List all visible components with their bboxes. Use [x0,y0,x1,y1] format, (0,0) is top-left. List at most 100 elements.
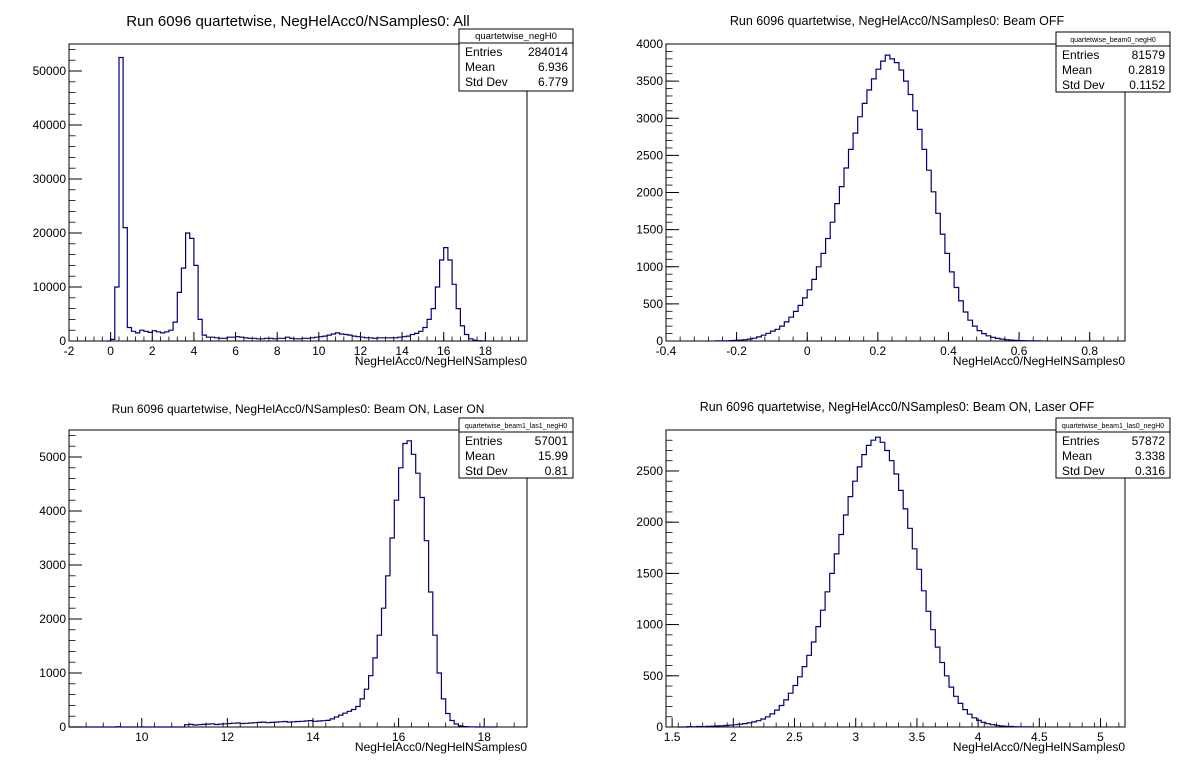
x-tick-label: 2.5 [786,730,803,744]
stats-label: Entries [1062,434,1099,448]
chart-title: Run 6096 quartetwise, NegHelAcc0/NSample… [700,400,1095,414]
y-tick-label: 4000 [636,37,663,51]
x-tick-label: 18 [478,730,492,744]
stats-label: Std Dev [465,464,508,478]
x-tick-label: 6 [232,344,239,358]
x-tick-label: 0.6 [1011,344,1028,358]
y-tick-label: 3500 [636,74,663,88]
y-tick-label: 40000 [33,118,67,132]
stats-label: Entries [465,45,502,59]
x-tick-label: 3 [852,730,859,744]
x-tick-label: 4 [975,730,982,744]
y-tick-label: 3000 [636,111,663,125]
histogram-series [714,54,1042,342]
y-tick-label: 4000 [39,504,66,518]
x-tick-label: 2 [149,344,156,358]
stats-box: quartetwise_beam1_las0_negH0 Entries 57872… [1055,417,1171,479]
y-tick-label: 50000 [33,64,67,78]
stats-value: 6.936 [538,60,568,74]
histogram-panel-2: Run 6096 quartetwise, NegHelAcc0/NSample… [636,14,1171,368]
x-tick-label: 18 [479,344,493,358]
y-tick-label: 2500 [636,148,663,162]
plot-frame [665,429,1126,728]
x-tick-label: 16 [392,730,406,744]
y-tick-label: 1500 [636,566,663,580]
x-axis-label: NegHelAcc0/NegHelNSamples0 [953,740,1125,754]
stats-box: quartetwise_beam1_las1_negH0 Entries 57001… [458,417,574,479]
y-tick-label: 0 [656,720,663,734]
x-tick-label: 4.5 [1031,730,1048,744]
x-tick-label: 0 [107,344,114,358]
stats-value: 0.2819 [1128,63,1165,77]
stats-label: Mean [465,449,495,463]
stats-box: quartetwise_negH0 Entries 284014 Mean 6.936 S… [458,28,574,92]
stats-label: Entries [1062,48,1099,62]
x-tick-label: 12 [221,730,235,744]
y-tick-label: 2000 [636,186,663,200]
y-tick-label: 0 [656,334,663,348]
x-axis-label: NegHelAcc0/NegHelNSamples0 [355,354,527,368]
x-tick-label: -0.2 [726,344,747,358]
stats-name: quartetwise_beam0_negH0 [1070,37,1156,44]
stats-label: Std Dev [1062,464,1105,478]
histogram-panel-1: Run 6096 quartetwise, NegHelAcc0/NSample… [33,13,574,368]
chart-title: Run 6096 quartetwise, NegHelAcc0/NSample… [126,13,470,30]
x-tick-label: 1.5 [664,730,681,744]
stats-label: Std Dev [465,75,508,89]
x-tick-label: 0 [804,344,811,358]
stats-value: 15.99 [538,449,568,463]
y-tick-label: 500 [643,297,663,311]
stats-value: 3.338 [1135,449,1165,463]
x-tick-label: 14 [306,730,320,744]
stats-name: quartetwise_beam1_las0_negH0 [1062,423,1164,430]
x-tick-label: 2 [730,730,737,744]
x-tick-label: 10 [312,344,326,358]
x-tick-label: 0.8 [1081,344,1098,358]
x-tick-label: 3.5 [909,730,926,744]
x-tick-label: 16 [437,344,451,358]
x-tick-label: 5 [1097,730,1104,744]
y-tick-label: 500 [643,669,663,683]
y-tick-label: 1000 [636,618,663,632]
chart-title: Run 6096 quartetwise, NegHelAcc0/NSample… [730,14,1065,28]
histogram-series [106,56,486,342]
histogram-series [69,440,497,728]
x-tick-label: 0.4 [940,344,957,358]
chart-title: Run 6096 quartetwise, NegHelAcc0/NSample… [112,402,485,416]
y-tick-label: 2000 [636,515,663,529]
x-tick-label: -0.4 [656,344,677,358]
stats-name: quartetwise_negH0 [475,31,557,42]
histogram-panel-3: Run 6096 quartetwise, NegHelAcc0/NSample… [39,402,574,754]
stats-value: 81579 [1132,48,1166,62]
y-tick-label: 1000 [39,666,66,680]
stats-name: quartetwise_beam1_las1_negH0 [465,423,567,430]
x-tick-label: 8 [274,344,281,358]
stats-value: 57001 [535,434,569,448]
x-tick-label: 0.2 [870,344,887,358]
y-tick-label: 0 [59,334,66,348]
stats-value: 0.316 [1135,464,1165,478]
histogram-series [678,436,1033,728]
stats-box: quartetwise_beam0_negH0 Entries 81579 Mean 0… [1055,31,1171,93]
y-tick-label: 20000 [33,226,67,240]
y-tick-label: 10000 [33,280,67,294]
histogram-panel-4: Run 6096 quartetwise, NegHelAcc0/NSample… [636,400,1171,754]
stats-label: Mean [465,60,495,74]
x-tick-label: 14 [395,344,409,358]
x-tick-label: -2 [64,344,75,358]
x-tick-label: 4 [191,344,198,358]
stats-label: Mean [1062,63,1092,77]
y-tick-label: 1000 [636,260,663,274]
plot-frame [68,43,528,342]
stats-value: 57872 [1132,434,1166,448]
y-tick-label: 30000 [33,172,67,186]
y-tick-label: 2500 [636,464,663,478]
x-axis-label: NegHelAcc0/NegHelNSamples0 [953,354,1125,368]
plot-frame [68,429,528,728]
stats-value: 284014 [528,45,568,59]
x-tick-label: 10 [135,730,149,744]
stats-label: Mean [1062,449,1092,463]
x-tick-label: 12 [354,344,368,358]
stats-value: 6.779 [538,75,568,89]
